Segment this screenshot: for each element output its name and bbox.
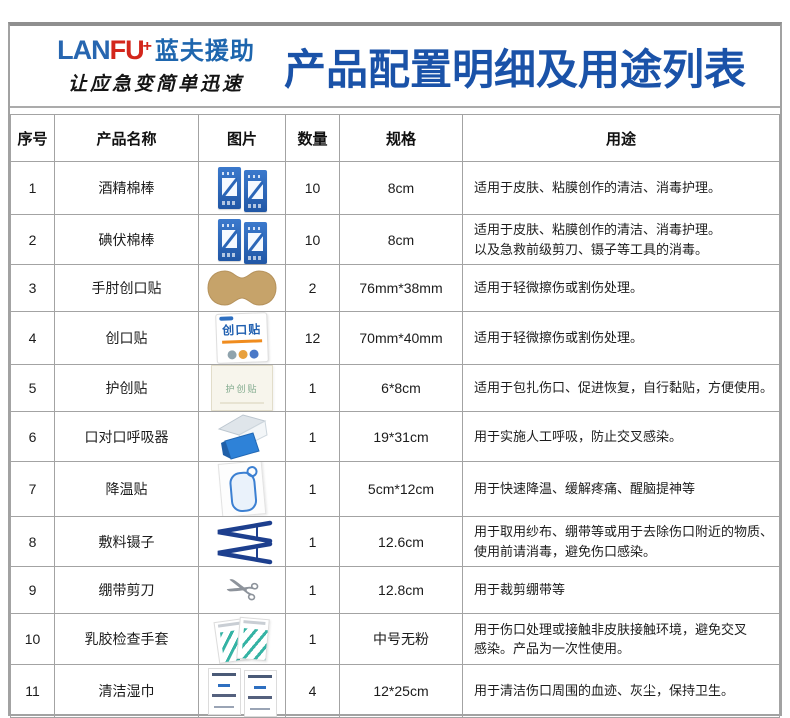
table-row: 7 降温贴 1 5cm*12cm 用于快速降温、缓解疼痛、醒脑提神等 — [10, 461, 780, 517]
table-row: 8 敷料镊子 1 12.6cm 用于取用纱布、绷带等或用于去除伤口附近的物质、 … — [10, 516, 780, 567]
usage: 用于实施人工呼吸，防止交叉感染。 — [462, 411, 780, 462]
elbow-plaster-image — [200, 268, 285, 308]
bandage-scissors-image: ✂ — [200, 568, 285, 613]
col-header-img: 图片 — [198, 114, 286, 162]
product-table: 序号 产品名称 图片 数量 规格 用途 1 酒精棉棒 10 8cm 适用于皮肤、… — [10, 114, 780, 718]
spec: 12.8cm — [339, 566, 463, 614]
product-name: 敷料镊子 — [54, 516, 199, 567]
table-row: 10 乳胶检查手套 1 中号无粉 用于伤口处理或接触非皮肤接触环境，避免交叉 感… — [10, 613, 780, 665]
spec: 6*8cm — [339, 364, 463, 412]
row-no: 8 — [10, 516, 55, 567]
logo-text-cn: 蓝夫援助 — [154, 37, 255, 65]
wound-dressing-label: 护创贴 — [225, 383, 259, 394]
spec: 8cm — [339, 214, 463, 265]
quantity: 1 — [285, 516, 340, 567]
usage: 用于裁剪绷带等 — [462, 566, 780, 614]
usage: 适用于轻微擦伤或割伤处理。 — [462, 264, 780, 312]
quantity: 10 — [285, 161, 340, 215]
row-no: 4 — [10, 311, 55, 365]
col-header-qty: 数量 — [285, 114, 340, 162]
row-no: 7 — [10, 461, 55, 517]
spec: 12*25cm — [339, 664, 463, 718]
table-row: 11 清洁湿巾 4 12*25cm 用于清洁伤口周围的血迹、灰尘，保持卫生。 — [10, 664, 780, 718]
spec: 76mm*38mm — [339, 264, 463, 312]
product-name: 降温贴 — [54, 461, 199, 517]
product-name: 口对口呼吸器 — [54, 411, 199, 462]
usage: 适用于包扎伤口、促进恢复，自行黏贴，方便使用。 — [462, 364, 780, 412]
quantity: 10 — [285, 214, 340, 265]
col-header-use: 用途 — [462, 114, 780, 162]
col-header-spec: 规格 — [339, 114, 463, 162]
product-name: 酒精棉棒 — [54, 161, 199, 215]
product-name: 护创贴 — [54, 364, 199, 412]
row-no: 5 — [10, 364, 55, 412]
usage: 适用于皮肤、粘膜创作的清洁、消毒护理。 — [462, 161, 780, 215]
page-title: 产品配置明细及用途列表 — [283, 45, 746, 93]
quantity: 1 — [285, 613, 340, 665]
spec: 19*31cm — [339, 411, 463, 462]
product-name: 手肘创口贴 — [54, 264, 199, 312]
logo-lan: LAN — [57, 34, 110, 65]
quantity: 12 — [285, 311, 340, 365]
product-name: 乳胶检查手套 — [54, 613, 199, 665]
table-row: 5 护创贴 护创贴 1 6*8cm 适用于包扎伤口、促进恢复，自行黏贴，方便使用… — [10, 364, 780, 412]
cpr-face-shield-image — [200, 413, 285, 461]
product-name: 绷带剪刀 — [54, 566, 199, 614]
plus-icon: + — [142, 37, 152, 55]
product-name: 清洁湿巾 — [54, 664, 199, 718]
cleaning-wipes-image — [200, 667, 285, 717]
col-header-no: 序号 — [10, 114, 55, 162]
usage: 用于清洁伤口周围的血迹、灰尘，保持卫生。 — [462, 664, 780, 718]
logo-text-en: LANFU — [57, 34, 145, 65]
table-row: 6 口对口呼吸器 1 19*31cm 用于实施人工呼吸，防止交叉感染。 — [10, 411, 780, 462]
table-row: 3 手肘创口贴 2 76mm*38mm 适用于轻微擦伤或割伤处理。 — [10, 264, 780, 312]
product-name: 创口贴 — [54, 311, 199, 365]
usage: 适用于皮肤、粘膜创作的清洁、消毒护理。 以及急救前级剪刀、镊子等工具的消毒。 — [462, 214, 780, 265]
spec: 5cm*12cm — [339, 461, 463, 517]
spec: 12.6cm — [339, 516, 463, 567]
band-aid-pack-label: 创口贴 — [221, 322, 262, 338]
usage: 用于取用纱布、绷带等或用于去除伤口附近的物质、 使用前请消毒，避免伤口感染。 — [462, 516, 780, 567]
band-aid-pack-image: 创口贴 — [200, 312, 285, 364]
alcohol-swab-packets-image — [200, 167, 285, 212]
dressing-tweezers-image — [200, 519, 285, 565]
usage: 用于快速降温、缓解疼痛、醒脑提神等 — [462, 461, 780, 517]
quantity: 1 — [285, 364, 340, 412]
usage: 用于伤口处理或接触非皮肤接触环境，避免交叉 感染。产品为一次性使用。 — [462, 613, 780, 665]
table-header-row: 序号 产品名称 图片 数量 规格 用途 — [10, 114, 780, 162]
spec: 8cm — [339, 161, 463, 215]
quantity: 4 — [285, 664, 340, 718]
row-no: 1 — [10, 161, 55, 215]
quantity: 1 — [285, 411, 340, 462]
page-header: LANFU+ 蓝夫援助 让应急变简单迅速 产品配置明细及用途列表 — [10, 26, 780, 108]
brand-logo: LANFU+ 蓝夫援助 让应急变简单迅速 — [56, 34, 256, 96]
row-no: 3 — [10, 264, 55, 312]
table-row: 9 绷带剪刀 ✂ 1 12.8cm 用于裁剪绷带等 — [10, 566, 780, 614]
brand-tagline: 让应急变简单迅速 — [67, 72, 244, 95]
cooling-patch-image — [200, 462, 285, 516]
row-no: 6 — [10, 411, 55, 462]
row-no: 11 — [10, 664, 55, 718]
spec: 中号无粉 — [339, 613, 463, 665]
col-header-name: 产品名称 — [54, 114, 199, 162]
content-frame: LANFU+ 蓝夫援助 让应急变简单迅速 产品配置明细及用途列表 序号 产品名称 … — [8, 22, 782, 718]
row-no: 2 — [10, 214, 55, 265]
table-row: 4 创口贴 创口贴 12 70mm*40mm 适用于轻微擦伤或割伤处理。 — [10, 311, 780, 365]
row-no: 9 — [10, 566, 55, 614]
quantity: 2 — [285, 264, 340, 312]
wound-dressing-image: 护创贴 — [200, 365, 285, 411]
product-name: 碘伏棉棒 — [54, 214, 199, 265]
row-no: 10 — [10, 613, 55, 665]
usage: 适用于轻微擦伤或割伤处理。 — [462, 311, 780, 365]
spec: 70mm*40mm — [339, 311, 463, 365]
quantity: 1 — [285, 566, 340, 614]
table-row: 1 酒精棉棒 10 8cm 适用于皮肤、粘膜创作的清洁、消毒护理。 — [10, 161, 780, 215]
quantity: 1 — [285, 461, 340, 517]
iodine-swab-packets-image — [200, 218, 285, 264]
latex-gloves-image — [200, 616, 285, 664]
scissors-icon: ✂ — [219, 566, 265, 614]
table-row: 2 碘伏棉棒 10 8cm 适用于皮肤、粘膜创作的清洁、消毒护理。 以及急救前级… — [10, 214, 780, 265]
logo-fu: FU — [109, 34, 145, 65]
